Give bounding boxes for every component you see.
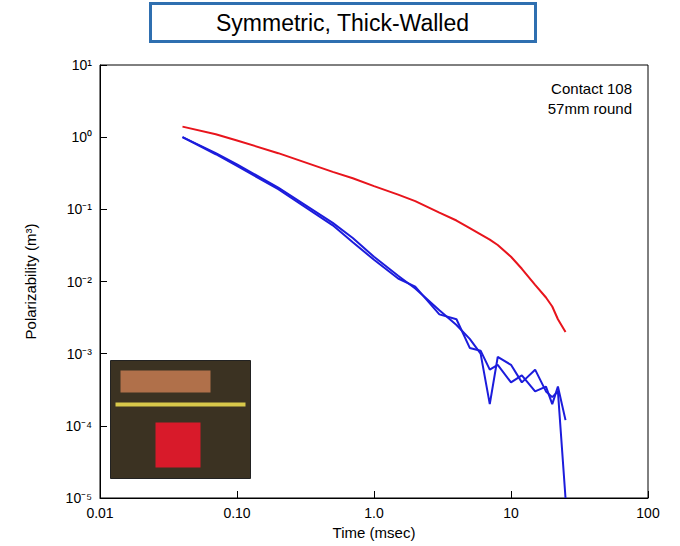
svg-text:57mm round: 57mm round [548, 100, 632, 117]
svg-text:100: 100 [636, 505, 660, 521]
svg-text:0.01: 0.01 [86, 505, 113, 521]
svg-text:10⁰: 10⁰ [71, 129, 92, 145]
svg-text:10⁻²: 10⁻² [67, 274, 93, 290]
svg-text:Time (msec): Time (msec) [333, 524, 416, 541]
svg-text:10⁻⁴: 10⁻⁴ [65, 418, 92, 434]
svg-text:10⁻⁵: 10⁻⁵ [66, 490, 92, 506]
svg-text:10⁻³: 10⁻³ [67, 346, 93, 362]
svg-text:Polarizability (m³): Polarizability (m³) [22, 224, 39, 340]
svg-text:10⁻¹: 10⁻¹ [67, 201, 93, 217]
svg-text:Contact 108: Contact 108 [551, 80, 632, 97]
svg-text:Symmetric, Thick-Walled: Symmetric, Thick-Walled [216, 10, 469, 36]
svg-text:1.0: 1.0 [364, 505, 384, 521]
svg-text:10: 10 [503, 505, 519, 521]
svg-text:0.10: 0.10 [223, 505, 250, 521]
svg-text:10¹: 10¹ [72, 57, 93, 73]
